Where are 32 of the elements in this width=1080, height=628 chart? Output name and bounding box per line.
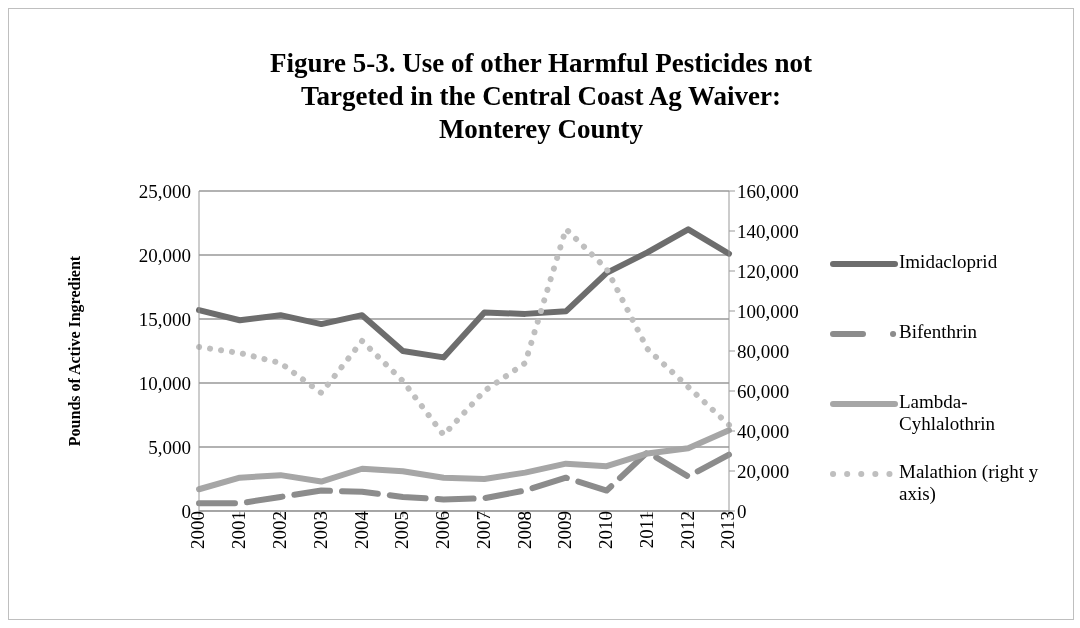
y-tick-label: 20,000 [138,244,191,266]
x-tick-label: 2004 [350,510,372,549]
y2-tick-label: 100,000 [737,300,799,322]
y-tick-label: 25,000 [138,180,191,202]
y-tick-label: 5,000 [148,436,191,458]
x-tick-label: 2005 [391,511,413,549]
x-tick-label: 2011 [635,511,657,549]
y2-tick-label: 60,000 [737,380,790,402]
x-tick-label: 2006 [432,511,454,549]
y2-tick-label: 120,000 [737,260,799,282]
y-axis-title: Pounds of Active Ingredient [65,255,84,447]
x-tick-label: 2010 [595,511,617,549]
x-tick-label: 2007 [472,511,494,549]
legend-label: Bifenthrin [899,321,978,343]
x-tick-label: 2009 [554,511,576,549]
y2-tick-label: 140,000 [737,220,799,242]
legend-label: Imidacloprid [899,251,998,273]
chart-title: Figure 5-3. Use of other Harmful Pesticides not Targeted in the Central Coast Ag Waiver: Monterey County [269,47,813,146]
y-tick-label: 10,000 [138,372,191,394]
y2-tick-label: 80,000 [737,340,790,362]
legend-label: Malathion (right y axis) [899,461,1040,505]
x-tick-label: 2008 [513,511,535,549]
y2-tick-label: 160,000 [737,180,799,202]
legend-label: Lambda-Cyhlalothrin [899,391,997,435]
x-tick-label: 2002 [269,511,291,549]
y2-tick-label: 40,000 [737,420,790,442]
y-tick-label: 15,000 [138,308,191,330]
y2-tick-label: 0 [737,500,747,522]
x-tick-label: 2003 [309,511,331,549]
y2-tick-label: 20,000 [737,460,790,482]
x-tick-label: 2012 [676,511,698,549]
x-tick-label: 2001 [228,511,250,549]
